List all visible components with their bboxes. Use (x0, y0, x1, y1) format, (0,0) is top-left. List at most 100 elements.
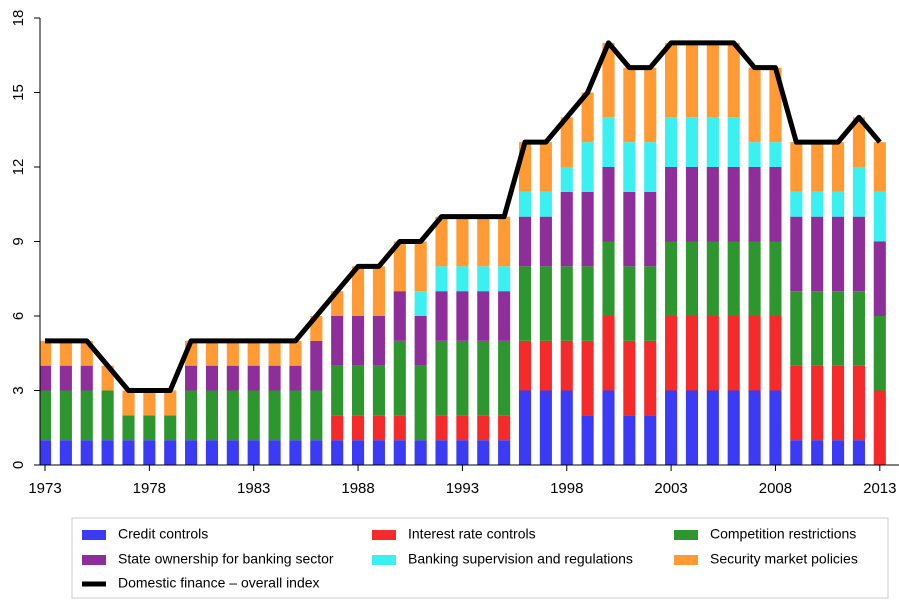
bar-segment (769, 241, 782, 316)
y-tick-label: 9 (10, 237, 27, 245)
bar-segment (644, 415, 657, 465)
legend-label: Domestic finance – overall index (118, 575, 320, 591)
bar-segment (832, 191, 845, 217)
bar-segment (393, 241, 406, 292)
bar-segment (205, 365, 219, 391)
bar-segment (811, 291, 824, 366)
bar-segment (623, 340, 636, 416)
bar-segment (581, 266, 594, 341)
bar-segment (372, 440, 385, 465)
bar-segment (727, 316, 740, 391)
bar-segment (811, 191, 824, 217)
legend-swatch (82, 530, 106, 540)
bar-segment (456, 340, 469, 416)
x-tick-label: 2013 (863, 480, 896, 497)
bar-segment (852, 117, 865, 167)
y-tick-label: 0 (10, 461, 27, 469)
bar-segment (477, 415, 490, 441)
bar-segment (748, 241, 761, 316)
y-tick-label: 18 (10, 10, 27, 27)
bar-segment (748, 167, 761, 242)
bar-segment (665, 42, 678, 118)
y-tick-label: 3 (10, 386, 27, 394)
bar-segment (644, 142, 657, 192)
y-tick-label: 6 (10, 312, 27, 320)
bar-segment (518, 390, 532, 465)
bar-segment (811, 440, 824, 465)
bar-segment (832, 440, 845, 465)
bar-segment (372, 266, 385, 316)
bar-segment (226, 340, 239, 366)
bar-segment (226, 365, 239, 391)
y-tick-label: 12 (10, 159, 27, 176)
bar-segment (790, 440, 803, 465)
bar-segment (289, 365, 302, 391)
bar-segment (477, 266, 490, 292)
index-line (45, 40, 882, 393)
bar-segment (456, 415, 469, 441)
x-tick-label: 1993 (446, 480, 479, 497)
bar-segment (790, 365, 803, 441)
bar-segment (498, 440, 511, 465)
bar-segment (435, 340, 448, 416)
bar-segment (685, 42, 699, 118)
bar-segment (289, 340, 302, 366)
bar-segment (581, 92, 594, 143)
bar-segment (40, 440, 52, 465)
bar-segment (393, 415, 406, 441)
bar-segment (80, 365, 93, 391)
bar-segment (352, 266, 365, 316)
bar-segment (873, 191, 886, 242)
bar-segment (748, 142, 761, 167)
x-tick-label: 2003 (654, 480, 687, 497)
bar-segment (247, 440, 260, 465)
bar-segment (560, 340, 573, 391)
bar-segment (685, 167, 699, 242)
bar-segment (665, 167, 678, 242)
bar-segment (685, 390, 699, 465)
bar-segment (352, 365, 365, 416)
bar-segment (602, 117, 615, 167)
legend-swatch (372, 530, 396, 540)
x-tick-label: 1998 (550, 480, 583, 497)
bar-segment (623, 266, 636, 341)
bar-segment (414, 440, 427, 465)
bar-segment (769, 167, 782, 242)
bar-segment (644, 266, 657, 341)
bar-segment (164, 415, 177, 441)
bar-segment (852, 440, 865, 465)
bar-segment (456, 266, 469, 292)
bar-segment (40, 365, 52, 391)
bar-segment (602, 42, 615, 118)
bar-segment (122, 440, 135, 465)
bar-segment (352, 316, 365, 366)
bar-segment (706, 390, 719, 465)
bar-segment (477, 440, 490, 465)
bar-segment (310, 340, 323, 391)
bar-segment (581, 142, 594, 192)
bar-segment (477, 340, 490, 416)
bar-segment (40, 390, 52, 441)
bar-segment (101, 390, 114, 441)
bar-segment (518, 266, 532, 341)
bar-segment (685, 241, 699, 316)
bar-segment (498, 340, 511, 416)
bar-segment (685, 316, 699, 391)
bar-segment (185, 390, 198, 441)
bar-segment (811, 365, 824, 441)
bar-segment (790, 191, 803, 217)
bar-segment (435, 291, 448, 341)
bar-segment (602, 167, 615, 242)
bar-segment (59, 440, 72, 465)
bar-segment (247, 365, 260, 391)
bar-segment (331, 316, 344, 366)
bar-segment (185, 440, 198, 465)
bar-segment (122, 390, 135, 416)
bar-segment (393, 291, 406, 341)
bar-segment (435, 266, 448, 292)
bar-segment (372, 365, 385, 416)
x-tick-label: 1973 (28, 480, 61, 497)
bar-segment (247, 340, 260, 366)
bar-segment (581, 415, 594, 465)
bar-segment (435, 440, 448, 465)
